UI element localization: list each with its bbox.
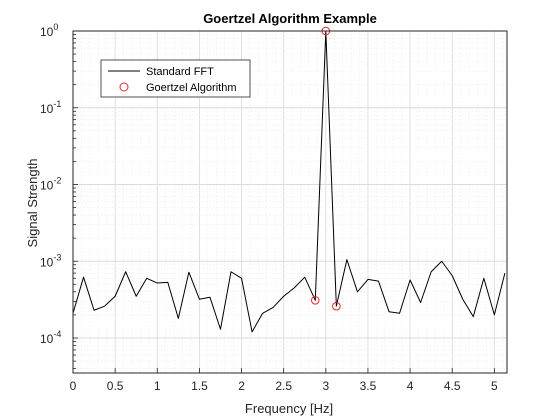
y-tick-label: 10-4	[40, 329, 61, 346]
chart-title: Goertzel Algorithm Example	[203, 11, 377, 26]
y-axis-label: Signal Strength	[25, 159, 40, 248]
x-tick-label: 3.5	[360, 379, 377, 393]
x-tick-label: 0.5	[107, 379, 124, 393]
y-tick-label: 100	[40, 22, 58, 39]
x-tick-label: 4.5	[444, 379, 461, 393]
x-tick-label: 5	[491, 379, 498, 393]
y-tick-label: 10-2	[40, 176, 61, 193]
legend-label-goertzel: Goertzel Algorithm	[146, 82, 236, 94]
x-tick-label: 1	[154, 379, 161, 393]
legend: Standard FFT Goertzel Algorithm	[100, 59, 251, 98]
axis-ticks: 0 0.5 1 1.5 2 2.5 3 3.5 4 4.5 5 10-4 10-3 10-2 10-1 100	[40, 22, 498, 393]
x-tick-label: 1.5	[191, 379, 208, 393]
legend-label-standard-fft: Standard FFT	[146, 66, 214, 78]
x-tick-label: 3	[322, 379, 329, 393]
x-axis-label: Frequency [Hz]	[245, 401, 333, 416]
x-tick-label: 4	[407, 379, 414, 393]
legend-swatch-goertzel	[119, 82, 129, 92]
fft-line	[73, 30, 506, 333]
goertzel-point	[310, 295, 320, 305]
plot-border	[72, 30, 508, 374]
series-0	[73, 30, 506, 333]
goertzel-point	[332, 301, 341, 311]
x-tick-label: 2	[238, 379, 245, 393]
x-tick-label: 0	[70, 379, 77, 393]
y-tick-label: 10-1	[40, 99, 61, 116]
y-tick-label: 10-3	[40, 252, 61, 269]
x-tick-label: 2.5	[275, 379, 292, 393]
